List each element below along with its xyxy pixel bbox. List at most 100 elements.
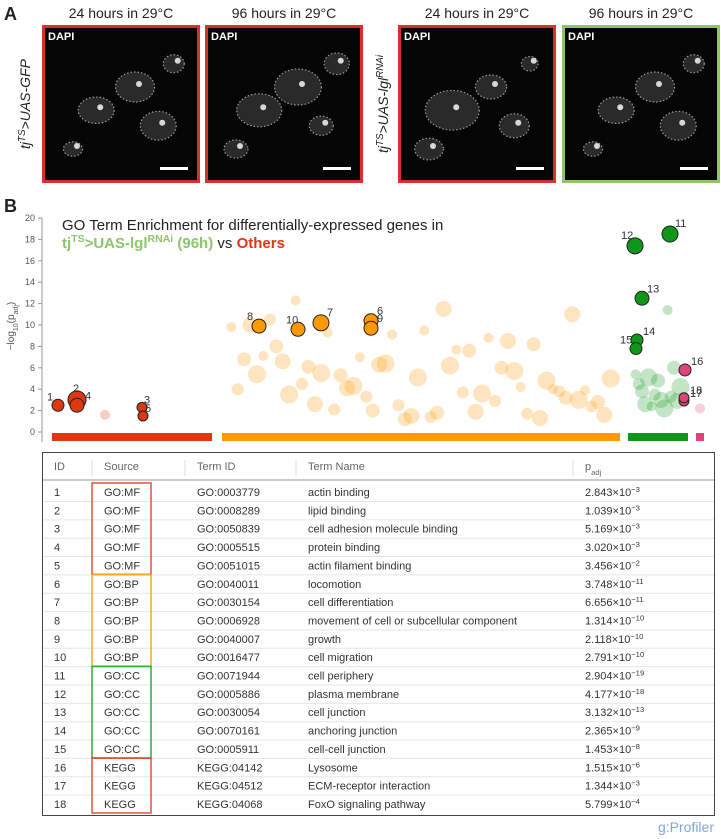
text-part: vs xyxy=(213,235,236,252)
source-bar xyxy=(628,433,688,441)
egg-chamber xyxy=(223,139,249,159)
term-point xyxy=(387,329,398,340)
table-cell: GO:0050839 xyxy=(197,524,260,536)
table-cell: GO:BP xyxy=(104,597,139,609)
point-label: 9 xyxy=(377,313,383,325)
table-cell: GO:0030054 xyxy=(197,707,260,719)
source-bar xyxy=(696,433,704,441)
term-point xyxy=(440,356,459,375)
table-cell: actin filament binding xyxy=(308,560,411,572)
text-part: Others xyxy=(237,235,285,252)
table-cell: GO:CC xyxy=(104,671,140,683)
egg-chamber xyxy=(582,141,604,157)
term-point xyxy=(505,362,524,381)
text-part: 10 xyxy=(13,323,20,331)
term-point xyxy=(258,351,269,362)
y-tick-label: 8 xyxy=(30,341,35,351)
table-cell: 3.748×10−11 xyxy=(585,576,644,591)
table-cell: 6 xyxy=(54,579,60,591)
nucleus xyxy=(656,81,662,87)
point-label: 2 xyxy=(73,383,79,395)
nucleus xyxy=(453,104,460,111)
table-cell: 2.843×10−3 xyxy=(585,485,640,500)
image-label: DAPI xyxy=(568,31,594,43)
egg-chamber xyxy=(498,113,530,139)
highlight-point xyxy=(678,392,690,404)
y-tick-label: 20 xyxy=(25,213,35,223)
chart-title: GO Term Enrichment for differentially-ex… xyxy=(62,217,443,234)
text-part: 3.020×10 xyxy=(585,542,631,554)
term-point xyxy=(639,368,658,387)
point-label: 1 xyxy=(47,391,53,403)
term-point xyxy=(397,412,412,427)
table-cell: GO:BP xyxy=(104,634,139,646)
term-point xyxy=(328,403,341,416)
table-cell: 2 xyxy=(54,505,60,517)
table-cell: GO:0051015 xyxy=(197,560,260,572)
term-point xyxy=(274,353,291,370)
table-header: Source xyxy=(104,461,139,473)
source-box xyxy=(91,757,152,814)
highlight-point xyxy=(363,320,379,336)
term-point xyxy=(553,385,566,398)
table-cell: 16 xyxy=(54,762,66,774)
text-part: 2.365×10 xyxy=(585,726,631,738)
point-label: 6 xyxy=(377,306,383,318)
point-label: 18 xyxy=(690,385,702,397)
table-cell: actin binding xyxy=(308,487,370,499)
term-point xyxy=(515,382,526,393)
scale-bar xyxy=(323,167,351,170)
highlight-point xyxy=(661,225,679,243)
term-point xyxy=(526,337,541,352)
text-part: −log xyxy=(6,331,17,350)
highlight-point xyxy=(678,363,692,377)
term-point xyxy=(392,399,405,412)
nucleus xyxy=(515,119,522,126)
table-cell: GO:CC xyxy=(104,689,140,701)
term-point xyxy=(430,405,445,420)
egg-chamber xyxy=(114,71,156,103)
micrograph xyxy=(42,25,200,183)
table-header: Term ID xyxy=(197,461,236,473)
term-point xyxy=(632,377,645,390)
term-point xyxy=(306,396,323,413)
column-header: 96 hours in 29°C xyxy=(589,5,693,21)
table-header: padj xyxy=(585,461,602,477)
table-cell: KEGG:04068 xyxy=(197,799,262,811)
table-cell: ECM-receptor interaction xyxy=(308,781,430,793)
term-point xyxy=(247,365,266,384)
table-cell: 4.177×10−18 xyxy=(585,686,644,701)
scale-bar xyxy=(516,167,544,170)
egg-chamber xyxy=(139,110,177,141)
table-cell: GO:0005911 xyxy=(197,744,259,756)
table-cell: GO:0008289 xyxy=(197,505,260,517)
text-part: −8 xyxy=(631,741,640,750)
table-cell: 2.904×10−19 xyxy=(585,668,644,683)
term-point xyxy=(664,390,677,403)
text-part: 3.748×10 xyxy=(585,579,631,591)
table-cell: KEGG:04142 xyxy=(197,762,262,774)
column-header: 24 hours in 29°C xyxy=(425,5,529,21)
highlight-point xyxy=(69,397,85,413)
term-point xyxy=(473,384,492,403)
term-point xyxy=(547,384,558,395)
table-cell: 1.039×10−3 xyxy=(585,503,640,518)
point-label: 7 xyxy=(327,307,333,319)
text-part: TS xyxy=(375,133,386,146)
text-part: 2.118×10 xyxy=(585,634,630,646)
table-cell: 1.453×10−8 xyxy=(585,741,640,756)
point-label: 16 xyxy=(691,356,703,368)
egg-chamber xyxy=(323,52,350,76)
y-tick-label: 4 xyxy=(30,384,35,394)
scale-bar xyxy=(160,167,188,170)
y-axis-label: −log10(padj) xyxy=(6,302,20,351)
table-cell: 1.515×10−6 xyxy=(585,760,640,775)
text-part: 1.515×10 xyxy=(585,762,631,774)
table-cell: GO:BP xyxy=(104,615,139,627)
column-header: 96 hours in 29°C xyxy=(232,5,336,21)
egg-chamber xyxy=(634,71,676,103)
table-cell: Lysosome xyxy=(308,762,358,774)
table-cell: 15 xyxy=(54,744,66,756)
text-part: tj xyxy=(62,235,71,252)
term-point xyxy=(695,403,705,414)
